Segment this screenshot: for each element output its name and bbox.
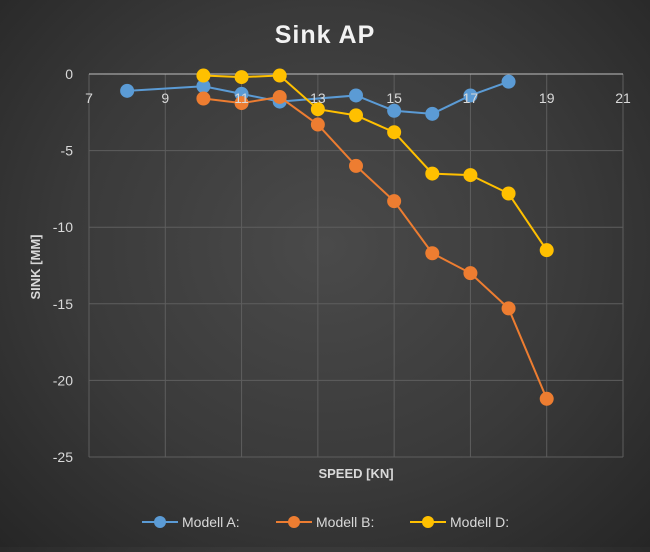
legend-marker (288, 516, 300, 528)
data-point (234, 96, 249, 111)
legend-marker (422, 516, 434, 528)
data-point (501, 74, 516, 89)
x-tick-label: 21 (615, 90, 631, 106)
legend-item: Modell D: (410, 514, 509, 530)
series-line (203, 74, 548, 251)
data-point (349, 108, 363, 123)
tick-layer: 0 -5 -10 -15 -20 -25 7 9 11 13 15 17 19 21 (53, 66, 631, 465)
y-tick-label: -15 (53, 296, 73, 312)
y-tick-label: -5 (61, 143, 74, 159)
legend-label: Modell B: (316, 514, 374, 530)
series-layer (120, 68, 554, 406)
data-point (387, 103, 402, 118)
x-tick-label: 13 (310, 90, 326, 106)
x-tick-label: 11 (234, 90, 249, 106)
data-point (463, 88, 478, 103)
x-tick-label: 15 (386, 90, 402, 106)
data-point (539, 391, 554, 406)
chart-title: Sink AP (275, 21, 376, 49)
legend-item: Modell A: (142, 514, 240, 530)
data-point (310, 102, 325, 117)
series-3 (196, 68, 554, 258)
data-point (387, 125, 402, 140)
data-point (539, 243, 554, 258)
data-point (501, 186, 516, 201)
data-point (425, 246, 440, 261)
legend-marker (154, 516, 166, 528)
y-tick-label: -25 (53, 449, 73, 465)
data-point (425, 106, 440, 121)
x-tick-label: 17 (463, 90, 479, 106)
data-point (196, 91, 211, 106)
legend-item: Modell B: (276, 514, 374, 530)
data-point (272, 68, 287, 83)
data-point (425, 166, 440, 181)
data-point (501, 301, 516, 316)
series-2 (196, 89, 554, 406)
data-point (234, 70, 249, 85)
data-point (349, 88, 363, 103)
data-point (272, 89, 287, 104)
y-tick-label: -20 (53, 372, 73, 388)
x-axis-title: SPEED [KN] (318, 466, 393, 481)
data-point (120, 83, 135, 98)
data-point (463, 266, 478, 281)
data-point (349, 158, 363, 173)
x-tick-label: 7 (85, 90, 93, 106)
legend: Modell A: Modell B: Modell D: (142, 514, 509, 530)
x-tick-label: 19 (539, 90, 555, 106)
y-tick-label: 0 (65, 66, 73, 82)
legend-label: Modell A: (182, 514, 240, 530)
data-point (310, 117, 325, 132)
data-point (387, 194, 402, 209)
x-tick-label: 9 (161, 90, 169, 106)
data-point (196, 68, 211, 83)
data-point (463, 168, 478, 183)
y-axis-title: SINK [MM] (28, 235, 43, 300)
legend-label: Modell D: (450, 514, 509, 530)
grid-layer (88, 74, 624, 458)
y-tick-label: -10 (53, 219, 73, 235)
series-line (203, 95, 548, 400)
